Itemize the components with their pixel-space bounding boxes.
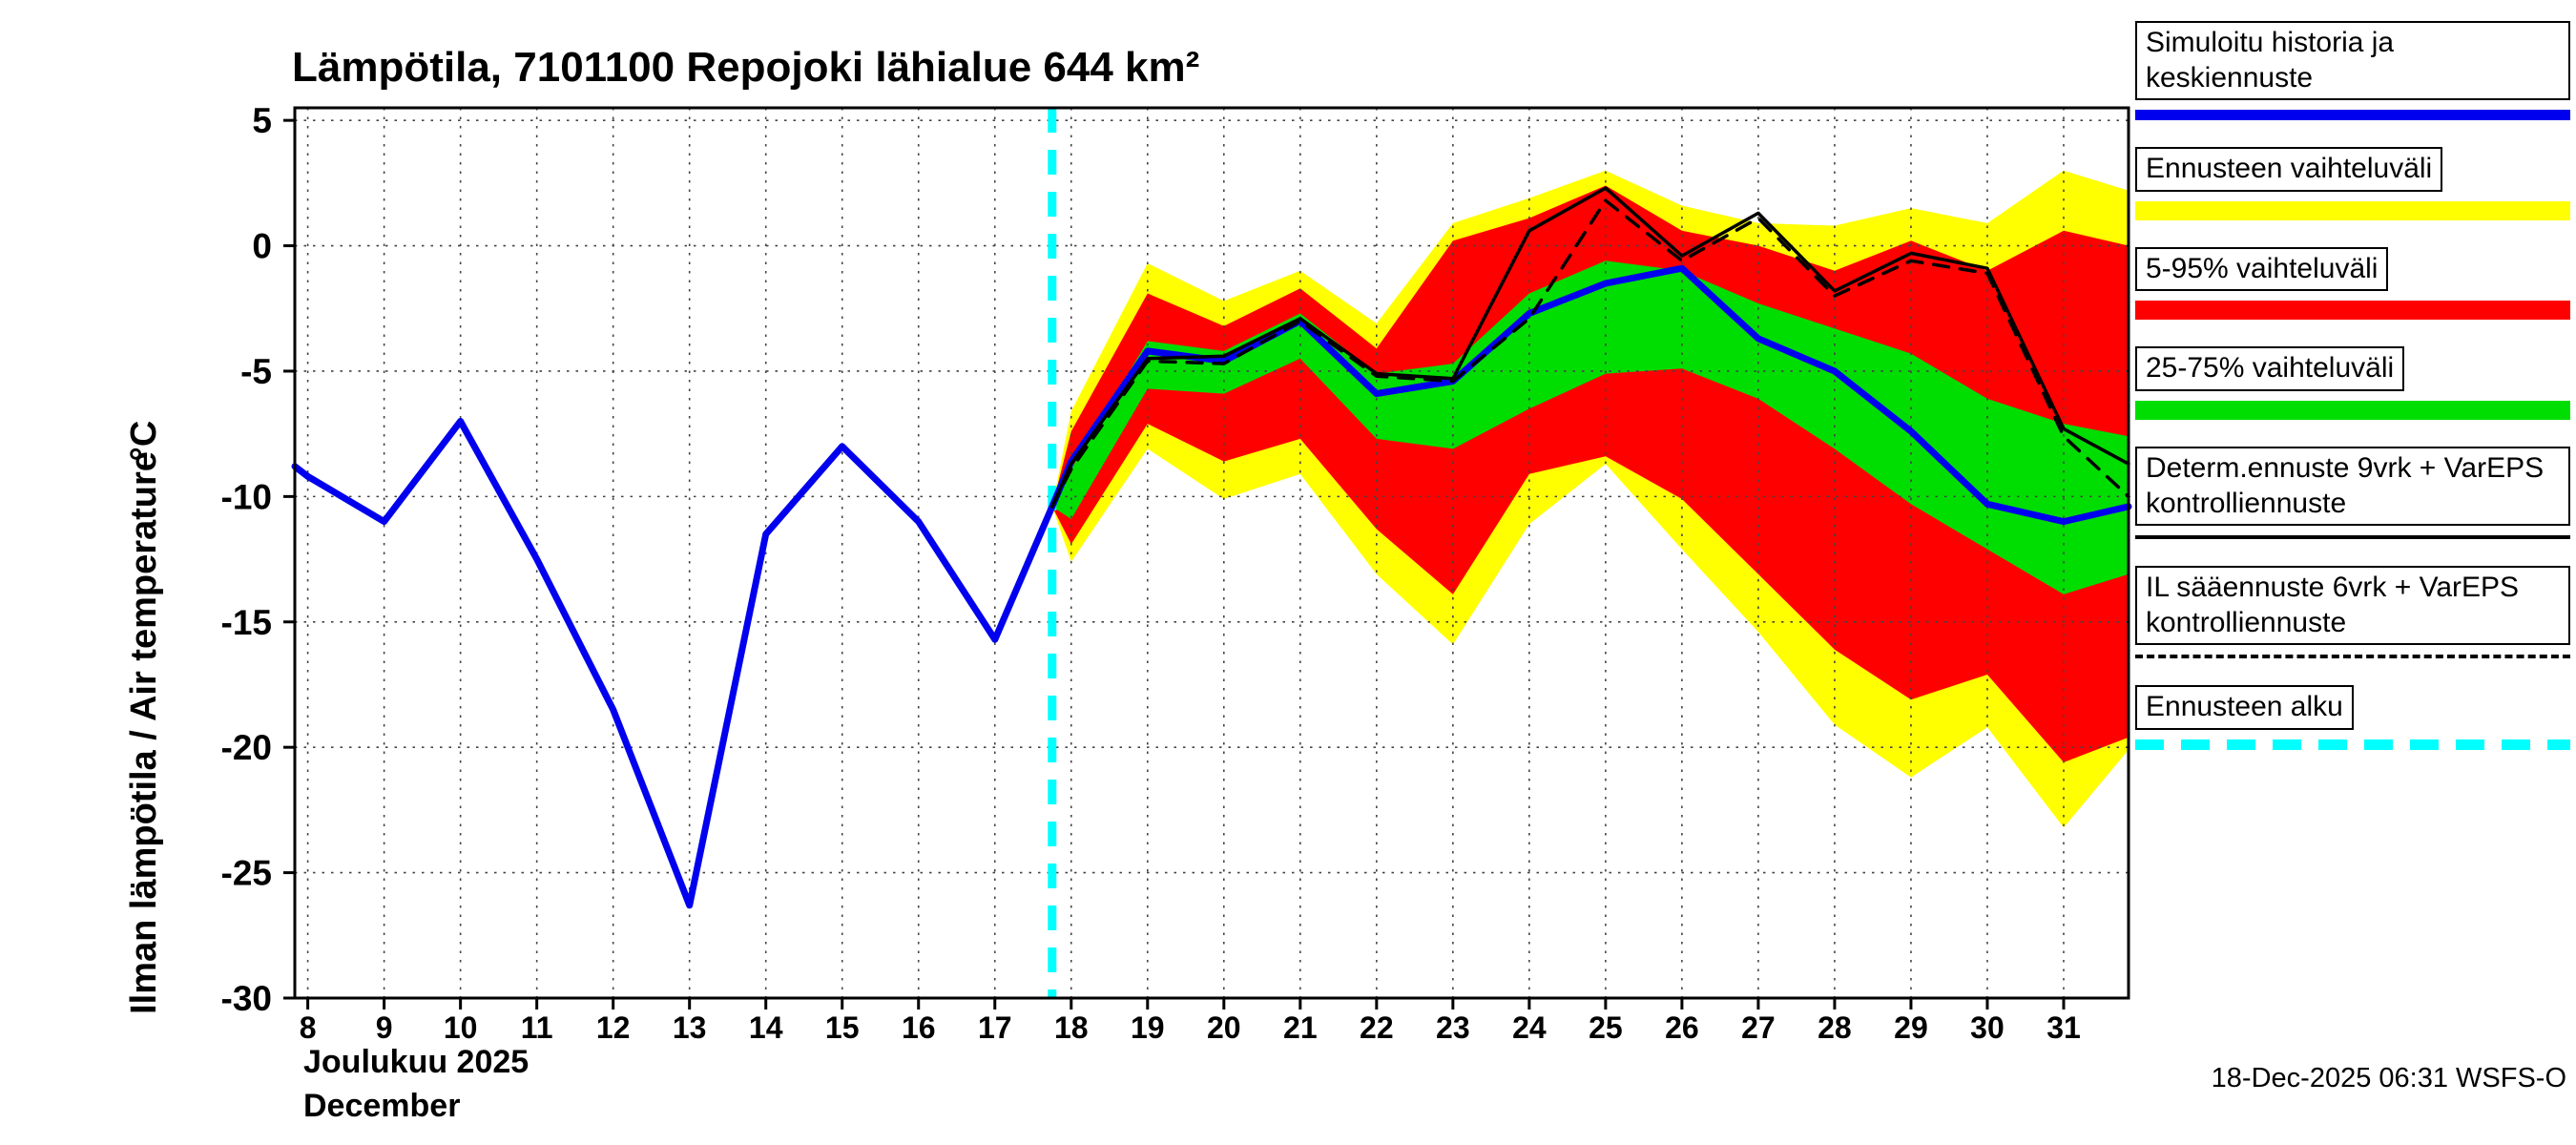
legend-label-il-forecast: IL sääennuste 6vrk + VarEPS kontrollienn… bbox=[2135, 566, 2570, 646]
legend-swatch-black-line bbox=[2135, 535, 2570, 540]
legend-swatch-yellow-band bbox=[2135, 200, 2570, 220]
plot-frame bbox=[293, 106, 2130, 1000]
y-axis-unit: °C bbox=[124, 421, 164, 462]
legend-label-25-75: 25-75% vaihteluväli bbox=[2135, 346, 2405, 391]
y-tick-label: 0 bbox=[252, 227, 272, 266]
legend-swatch-green-band bbox=[2135, 400, 2570, 420]
x-tick-label: 8 bbox=[300, 1010, 317, 1045]
x-tick-label: 31 bbox=[2046, 1010, 2081, 1045]
y-tick-label: -15 bbox=[221, 603, 272, 642]
x-tick-label: 20 bbox=[1207, 1010, 1241, 1045]
x-tick-label: 11 bbox=[521, 1010, 553, 1045]
legend-item-il-forecast: IL sääennuste 6vrk + VarEPS kontrollienn… bbox=[2135, 566, 2570, 659]
chart-title: Lämpötila, 7101100 Repojoki lähialue 644… bbox=[292, 44, 1200, 91]
x-tick-label: 23 bbox=[1436, 1010, 1470, 1045]
series-il-weather-forecast-vareps-control-dashed bbox=[1050, 198, 2130, 509]
x-tick-label: 21 bbox=[1283, 1010, 1318, 1045]
x-tick-label: 16 bbox=[902, 1010, 936, 1045]
x-tick-label: 12 bbox=[596, 1010, 631, 1045]
x-tick-label: 30 bbox=[1970, 1010, 2005, 1045]
x-tick-label: 18 bbox=[1054, 1010, 1089, 1045]
legend-item-forecast-range: Ennusteen vaihteluväli bbox=[2135, 147, 2570, 220]
x-tick-label: 28 bbox=[1818, 1010, 1852, 1045]
band-p5-95-red bbox=[1051, 185, 2129, 762]
y-tick-label: 5 bbox=[252, 101, 272, 140]
x-tick-label: 15 bbox=[825, 1010, 860, 1045]
legend-item-forecast-start: Ennusteen alku bbox=[2135, 685, 2570, 750]
x-tick-label: 19 bbox=[1131, 1010, 1165, 1045]
x-tick-label: 13 bbox=[673, 1010, 707, 1045]
x-tick-label: 14 bbox=[749, 1010, 783, 1045]
legend-item-25-75: 25-75% vaihteluväli bbox=[2135, 346, 2570, 420]
y-tick-label: -5 bbox=[240, 352, 272, 391]
y-tick-label: -25 bbox=[221, 854, 272, 893]
x-tick-label: 27 bbox=[1741, 1010, 1776, 1045]
legend-label-deterministic: Determ.ennuste 9vrk + VarEPS kontrollien… bbox=[2135, 446, 2570, 527]
legend-label-history-mean: Simuloitu historia ja keskiennuste bbox=[2135, 21, 2570, 101]
series-simulated-history-and-mean-forecast bbox=[291, 264, 2132, 909]
x-tick-label: 25 bbox=[1589, 1010, 1623, 1045]
legend-swatch-blue-line bbox=[2135, 110, 2570, 121]
legend-swatch-black-dashed-line bbox=[2135, 655, 2570, 659]
legend-label-forecast-start: Ennusteen alku bbox=[2135, 685, 2354, 730]
legend-item-5-95: 5-95% vaihteluväli bbox=[2135, 246, 2570, 321]
x-tick-label: 9 bbox=[376, 1010, 393, 1045]
legend-label-5-95: 5-95% vaihteluväli bbox=[2135, 246, 2389, 292]
x-tick-label: 22 bbox=[1360, 1010, 1394, 1045]
legend-swatch-red-band bbox=[2135, 301, 2570, 321]
legend-swatch-cyan-dashed-line bbox=[2135, 739, 2570, 750]
x-tick-label: 29 bbox=[1894, 1010, 1928, 1045]
y-tick-label: -20 bbox=[221, 728, 272, 767]
legend-label-forecast-range: Ennusteen vaihteluväli bbox=[2135, 147, 2443, 192]
legend-item-deterministic: Determ.ennuste 9vrk + VarEPS kontrollien… bbox=[2135, 446, 2570, 540]
x-tick-label: 26 bbox=[1665, 1010, 1699, 1045]
y-tick-label: -30 bbox=[221, 979, 272, 1018]
x-tick-label: 17 bbox=[978, 1010, 1012, 1045]
x-axis-month-label-en: December bbox=[303, 1088, 461, 1124]
generation-timestamp: 18-Dec-2025 06:31 WSFS-O bbox=[2211, 1063, 2566, 1093]
y-axis-label: Ilman lämpötila / Air temperature bbox=[124, 451, 164, 1014]
chart-legend: Simuloitu historia ja keskiennuste Ennus… bbox=[2135, 21, 2570, 750]
y-tick-label: -10 bbox=[221, 477, 272, 516]
x-axis-month-label-fi: Joulukuu 2025 bbox=[303, 1044, 530, 1080]
x-tick-label: 24 bbox=[1512, 1010, 1547, 1045]
x-tick-label: 10 bbox=[444, 1010, 478, 1045]
legend-item-history-mean: Simuloitu historia ja keskiennuste bbox=[2135, 21, 2570, 121]
series-deterministic-forecast-vareps-control bbox=[1050, 186, 2130, 509]
